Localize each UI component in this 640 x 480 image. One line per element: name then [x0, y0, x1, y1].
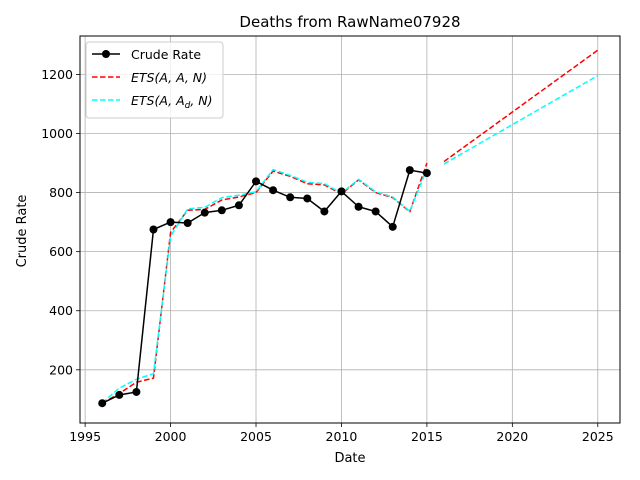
crude-rate-point: [183, 219, 192, 228]
crude-rate-point: [320, 207, 329, 216]
y-tick-label: 200: [49, 362, 73, 377]
legend-ets2-args-sub: d: [185, 101, 191, 111]
x-tick-label: 2010: [326, 429, 358, 444]
x-tick-label: 2005: [240, 429, 272, 444]
crude-rate-point: [200, 208, 209, 217]
ets-aan-forecast-line: [443, 49, 599, 163]
legend-crude-label: Crude Rate: [131, 47, 201, 62]
crude-rate-point: [115, 390, 124, 399]
chart-title: Deaths from RawName07928: [239, 13, 460, 31]
legend: Crude Rate ETS(A, A, N) ETS(A, Ad, N): [85, 41, 224, 119]
series-layer: [98, 49, 599, 408]
crude-rate-line: [101, 169, 428, 404]
legend-ets2-label: ETS(A, Ad, N): [131, 93, 213, 111]
legend-ets1-prefix: ETS: [131, 70, 155, 85]
crude-rate-point: [252, 177, 261, 186]
crude-rate-point: [388, 222, 397, 231]
y-tick-label: 1000: [41, 126, 73, 141]
x-tick-label: 1995: [69, 429, 101, 444]
y-tick-label: 600: [49, 244, 73, 259]
grid: [80, 36, 620, 423]
crude-rate-point: [422, 169, 431, 178]
y-axis-label: Crude Rate: [15, 195, 30, 268]
crude-rate-point: [269, 186, 278, 195]
crude-rate-point: [98, 399, 107, 408]
crude-rate-point: [166, 218, 175, 227]
crude-rate-point: [337, 187, 346, 196]
ets-aan-line: [101, 162, 428, 404]
crude-rate-point: [234, 201, 243, 210]
legend-ets1-label: ETS(A, A, N): [131, 70, 207, 85]
ets-aadn-line: [101, 168, 428, 404]
x-tick-label: 2025: [582, 429, 614, 444]
y-tick-label: 800: [49, 185, 73, 200]
crude-rate-point: [371, 207, 380, 216]
y-tick-label: 400: [49, 303, 73, 318]
legend-box: [85, 41, 224, 119]
legend-ets2-prefix: ETS: [131, 93, 155, 108]
legend-ets2-args-end: , N): [190, 93, 212, 108]
ticks: 1995 2000 2005 2010 2015 2020 2025 200 400 600 800…: [41, 67, 614, 444]
crude-rate-point: [354, 202, 363, 211]
crude-rate-point: [303, 194, 312, 203]
x-tick-label: 2020: [496, 429, 528, 444]
y-tick-label: 1200: [41, 67, 73, 82]
crude-rate-point: [132, 387, 141, 396]
x-tick-label: 2015: [411, 429, 443, 444]
ets-aadn-forecast-line: [443, 74, 599, 165]
legend-ets2-args-a: (A, A: [154, 93, 184, 108]
crude-rate-point: [286, 193, 295, 202]
crude-rate-point: [149, 225, 158, 234]
legend-crude-marker: [102, 50, 110, 58]
legend-ets1-args: (A, A, N): [154, 70, 207, 85]
x-tick-label: 2000: [155, 429, 187, 444]
x-axis-label: Date: [334, 451, 365, 466]
axes-frame: [79, 35, 621, 424]
crude-rate-point: [405, 166, 414, 175]
crude-rate-point: [217, 206, 226, 215]
